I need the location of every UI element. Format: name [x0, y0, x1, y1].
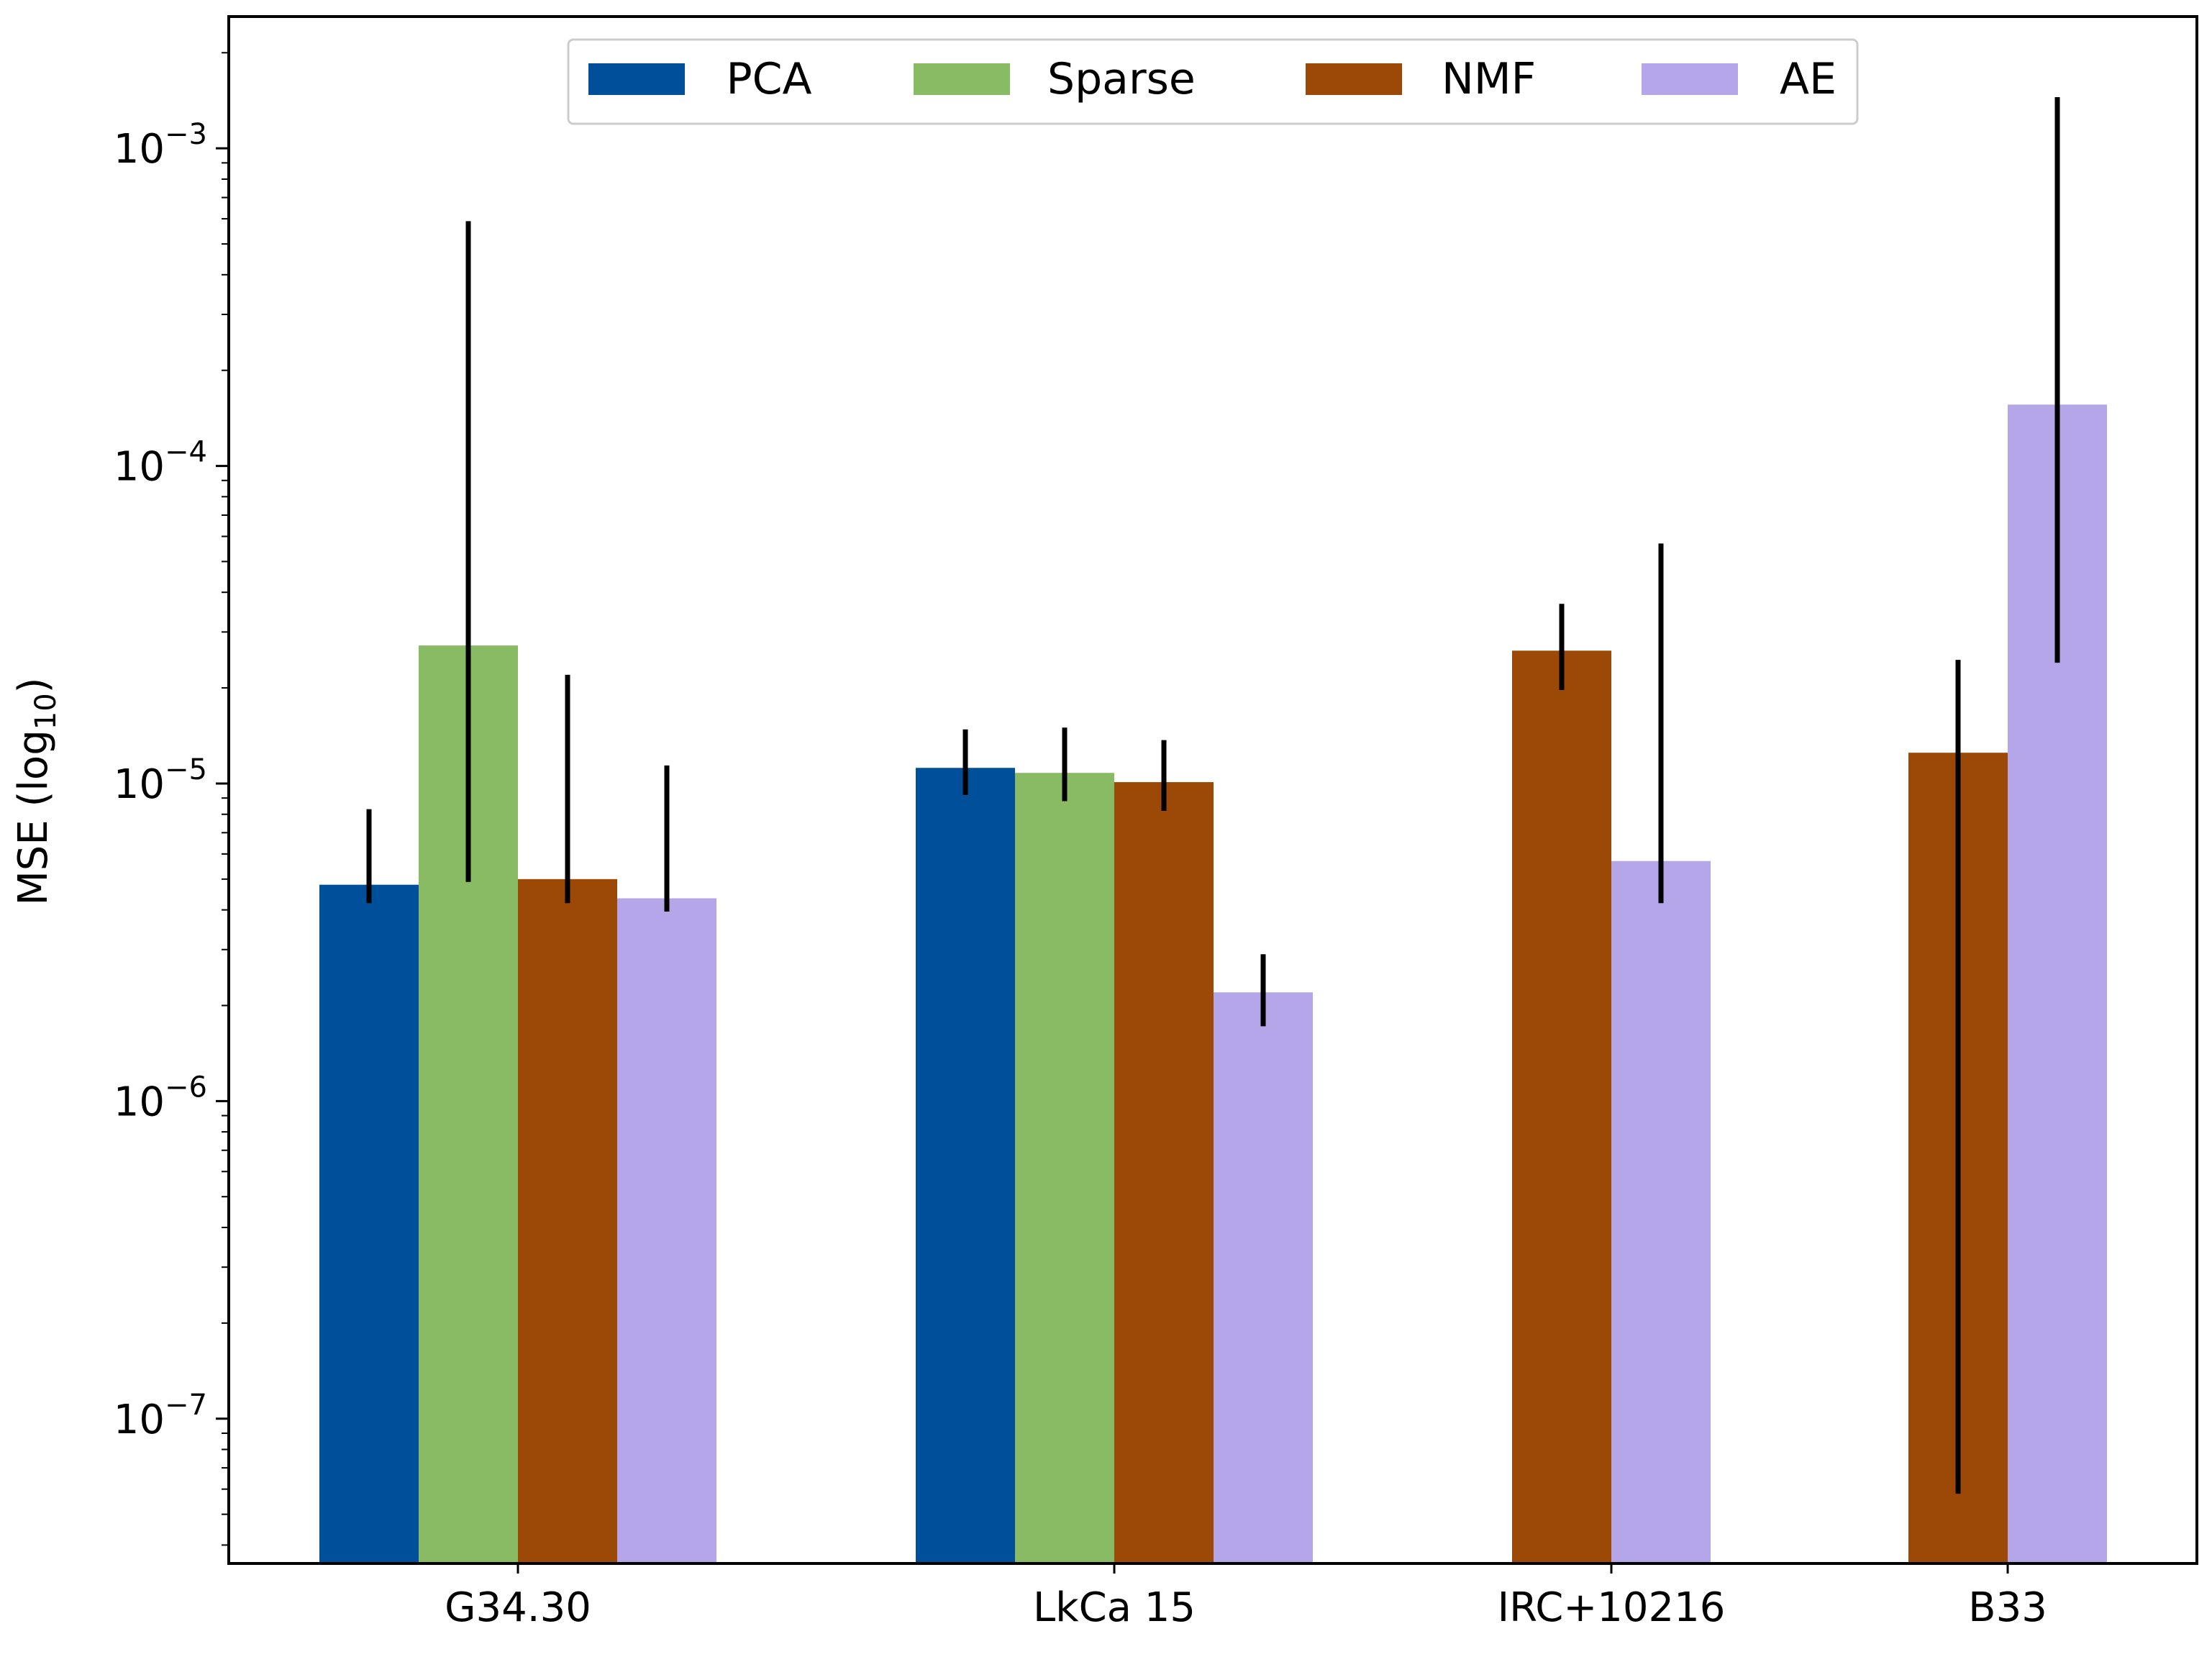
legend-label-sparse: Sparse — [1047, 54, 1196, 104]
bar-pca-lkca15 — [916, 768, 1015, 1563]
y-tick-exponent: −6 — [165, 1071, 207, 1104]
y-tick-exponent: −3 — [165, 118, 207, 151]
x-tick-label: G34.30 — [445, 1584, 591, 1631]
y-axis-label: MSE (log10) — [10, 677, 63, 905]
legend-label-ae: AE — [1780, 54, 1836, 104]
bar-ae-lkca15 — [1214, 992, 1313, 1563]
legend: PCA Sparse NMF AE — [567, 38, 1859, 125]
plot-area — [319, 96, 2107, 1564]
bar-sparse-lkca15 — [1015, 773, 1114, 1563]
legend-swatch-ae — [1642, 63, 1738, 95]
legend-label-nmf: NMF — [1442, 54, 1536, 104]
y-tick-exponent: −5 — [165, 753, 207, 786]
bar-nmf-g3430 — [518, 879, 617, 1563]
y-tick-base: 10 — [114, 761, 165, 808]
legend-swatch-pca — [588, 63, 685, 95]
y-tick-label: 10−3 — [114, 118, 207, 173]
y-axis-label-close: ) — [10, 677, 57, 693]
y-tick-base: 10 — [114, 1079, 165, 1125]
y-tick-label: 10−7 — [114, 1389, 207, 1443]
y-tick-exponent: −7 — [165, 1389, 207, 1422]
y-axis-label-text: MSE (log — [10, 730, 57, 905]
y-tick-base: 10 — [114, 1397, 165, 1443]
bar-pca-g3430 — [319, 884, 419, 1563]
x-tick-label: B33 — [1968, 1584, 2047, 1631]
axes: G34.30 LkCa 15 IRC+10216 B3310−310−410−510−… — [114, 52, 2047, 1631]
x-tick-label: LkCa 15 — [1033, 1584, 1196, 1631]
legend-swatch-nmf — [1306, 63, 1402, 95]
y-tick-label: 10−4 — [114, 436, 207, 491]
axes-frame — [227, 15, 2198, 1565]
y-tick-base: 10 — [114, 126, 165, 173]
legend-swatch-sparse — [914, 63, 1010, 95]
y-tick-base: 10 — [114, 444, 165, 491]
bar-nmf-irc10216 — [1512, 650, 1611, 1563]
bar-ae-g3430 — [617, 898, 716, 1563]
y-tick-exponent: −4 — [165, 436, 207, 469]
y-tick-label: 10−6 — [114, 1071, 207, 1125]
x-tick-label: IRC+10216 — [1498, 1584, 1726, 1631]
legend-box — [567, 38, 1859, 125]
legend-label-pca: PCA — [726, 54, 811, 104]
bar-ae-irc10216 — [1611, 861, 1711, 1563]
bar-nmf-lkca15 — [1114, 782, 1214, 1563]
y-axis-label-subscript: 10 — [29, 693, 63, 730]
y-tick-label: 10−5 — [114, 753, 207, 808]
